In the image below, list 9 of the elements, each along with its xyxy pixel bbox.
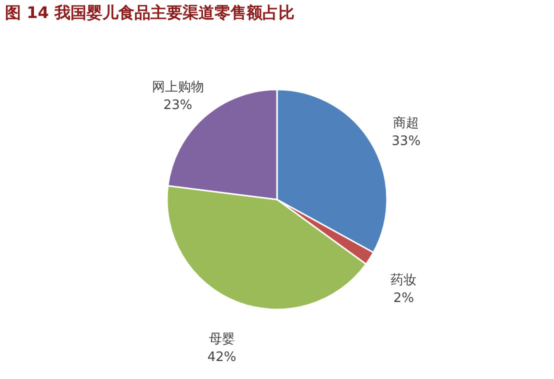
chart-title: 图 14 我国婴儿食品主要渠道零售额占比: [5, 3, 294, 22]
data-label: 33%: [392, 134, 421, 150]
slice-label: 网上购物: [152, 80, 204, 95]
slice-label: 商超: [393, 116, 420, 132]
data-label: 42%: [207, 350, 236, 365]
slice-label: 药妆: [390, 272, 417, 288]
data-label: 23%: [163, 98, 192, 113]
slice-label: 母婴: [208, 332, 235, 347]
data-label: 2%: [393, 290, 414, 306]
